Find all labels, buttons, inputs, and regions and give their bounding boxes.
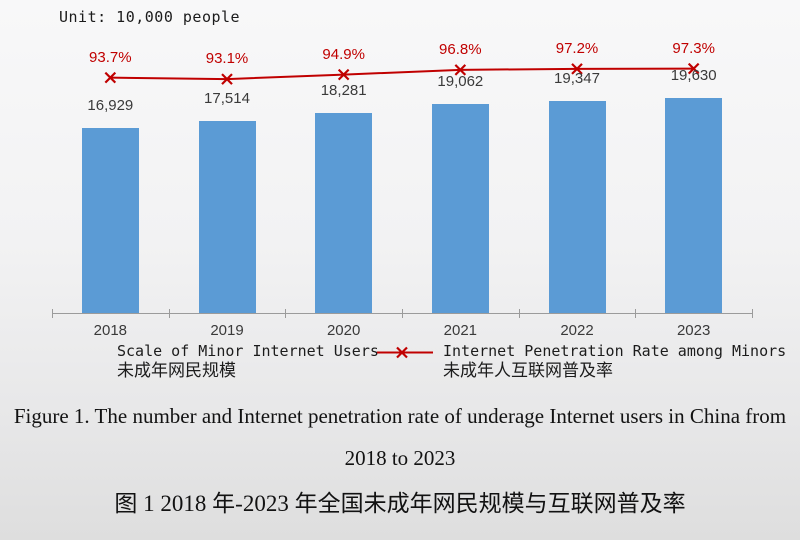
x-axis-tick [285,309,287,318]
unit-label: Unit: 10,000 people [59,8,241,26]
x-axis-tick [752,309,753,318]
line-series-swatch-icon [377,346,433,359]
legend-label-line-en: Internet Penetration Rate among Minors [443,342,787,360]
penetration-rate-label: 97.3% [672,39,715,57]
legend-item-line-series: Internet Penetration Rate among Minors 未… [377,343,786,381]
legend-label-bar-en: Scale of Minor Internet Users [117,342,379,360]
penetration-rate-label: 93.1% [205,50,249,68]
legend-label-bar-zh: 未成年网民规模 [117,361,236,380]
bar-value-label: 16,929 [87,96,134,114]
x-axis-label: 2021 [443,322,478,339]
x-marker-icon [337,68,350,81]
legend-label-line-zh: 未成年人互联网普及率 [443,361,613,380]
x-axis-tick [402,309,403,318]
x-axis-label: 2019 [210,322,244,339]
x-axis-tick [168,309,170,318]
bar-series-swatch-icon [78,348,111,357]
bar-value-label: 19,630 [670,67,717,84]
penetration-rate-label: 94.9% [322,45,365,63]
bar-2023 [665,98,723,313]
penetration-line [110,67,694,81]
bar-value-label: 19,347 [554,70,600,88]
bar-2021 [431,104,489,313]
figure-caption-en-line1: Figure 1. The number and Internet penetr… [13,404,787,428]
bar-2018 [81,127,139,313]
x-axis-label: 2022 [560,322,594,339]
x-axis-label: 2023 [676,322,711,339]
penetration-rate-label: 97.2% [555,39,599,57]
x-axis-label: 2018 [93,322,128,339]
legend-item-bar-series: Scale of Minor Internet Users 未成年网民规模 [78,343,379,381]
penetration-rate-label: 96.8% [439,40,482,58]
x-marker-icon [104,71,117,84]
x-axis-tick [52,309,53,318]
plot-area: 16,929 2018 93.7% 17,514 2019 93.1% 18,281 2020… [52,39,753,339]
legend-text-line-series: Internet Penetration Rate among Minors 未… [443,343,786,381]
legend-text-bar-series: Scale of Minor Internet Users 未成年网民规模 [117,343,379,381]
x-marker-icon [221,73,233,85]
bar-value-label: 17,514 [204,90,250,108]
x-axis-label: 2020 [326,322,361,339]
bar-2022 [548,101,606,313]
figure-caption-en-line2: 2018 to 2023 [344,446,456,470]
bar-value-label: 18,281 [320,81,367,99]
bar-2019 [198,121,256,313]
bar-2020 [315,112,373,313]
penetration-rate-label: 93.7% [89,48,132,66]
figure-caption-zh: 图 1 2018 年-2023 年全国未成年网民规模与互联网普及率 [114,491,686,516]
x-axis-tick [518,309,520,318]
bar-value-label: 19,062 [437,73,484,91]
x-axis-tick [635,309,637,318]
legend: Scale of Minor Internet Users 未成年网民规模 In… [0,343,800,389]
